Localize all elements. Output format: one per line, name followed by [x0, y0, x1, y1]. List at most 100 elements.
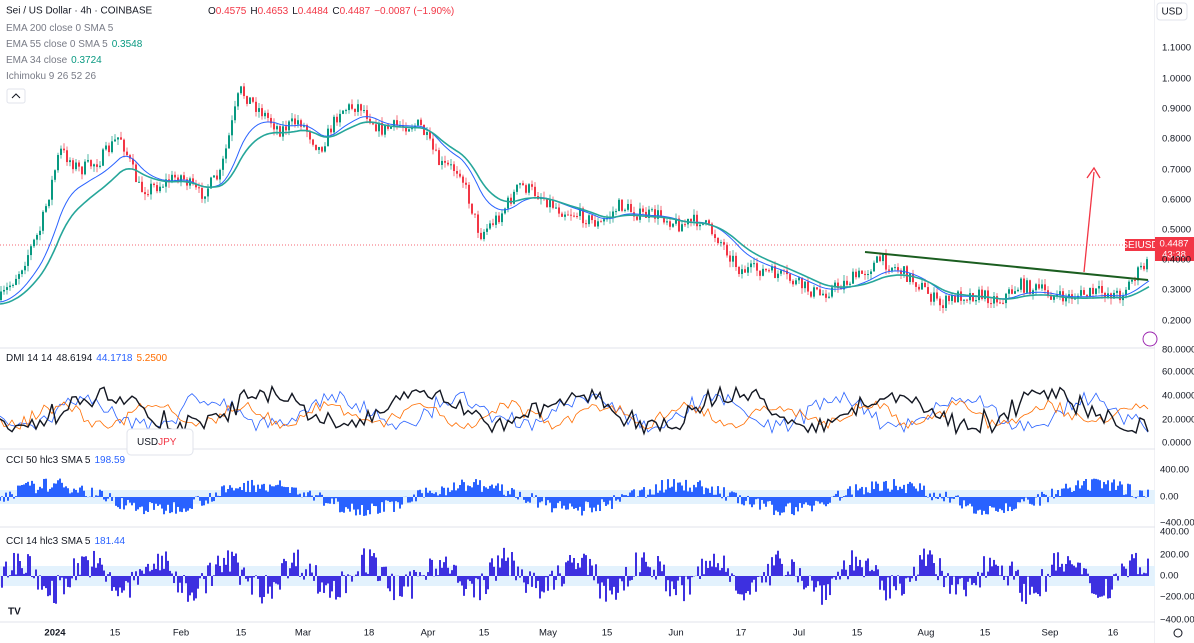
candle [279, 126, 281, 137]
candle [966, 299, 968, 301]
candle [693, 214, 695, 222]
event-icon[interactable] [1142, 331, 1158, 347]
candle [678, 218, 680, 232]
candle [306, 125, 308, 132]
candle [324, 146, 326, 152]
candle [738, 266, 740, 275]
candle [1083, 290, 1085, 295]
candle [33, 239, 35, 247]
currency-box[interactable] [1156, 2, 1188, 21]
candle [372, 123, 374, 125]
candle [819, 289, 821, 296]
candle [939, 298, 941, 306]
candle [453, 164, 455, 171]
indicator-value: 0.3724 [71, 55, 102, 66]
candle [600, 221, 602, 223]
candle [903, 266, 905, 274]
candle [873, 262, 875, 272]
settings-icon[interactable] [1173, 628, 1183, 638]
candle [456, 170, 458, 174]
candle [975, 300, 977, 302]
candle [516, 184, 518, 192]
candle [1137, 267, 1139, 281]
candle [1050, 296, 1052, 300]
candle [81, 166, 83, 175]
candle [801, 277, 803, 289]
candle [0, 291, 2, 300]
candle [417, 119, 419, 126]
candle [201, 188, 203, 199]
candle [351, 104, 353, 109]
candle [981, 289, 983, 299]
price-tag-price: 0.4487 [1159, 239, 1188, 250]
candle [138, 181, 140, 183]
collapse-button[interactable] [6, 88, 26, 104]
candle [789, 274, 791, 281]
candle [45, 206, 47, 212]
candle [1131, 279, 1133, 282]
candle [276, 126, 278, 130]
candle [282, 126, 284, 137]
candle [447, 162, 449, 165]
candle [996, 296, 998, 303]
candle [669, 221, 671, 227]
candle [1017, 289, 1019, 292]
candle [429, 132, 431, 139]
candle [321, 147, 323, 152]
candle [690, 218, 692, 222]
candle [1065, 297, 1067, 302]
candle [87, 160, 89, 162]
candle [1044, 284, 1046, 291]
candle [468, 184, 470, 204]
candle [888, 269, 890, 271]
candle [474, 213, 476, 215]
candle [117, 137, 119, 140]
dmi-tick: 40.0000 [1162, 391, 1194, 402]
candle [723, 242, 725, 245]
candle [1101, 285, 1103, 293]
candle [906, 266, 908, 282]
ohlc-change: −0.0087 (−1.90%) [374, 6, 454, 17]
candle [342, 110, 344, 114]
indicator-legend: EMA 34 close 0.3724 [6, 55, 102, 66]
candle [294, 118, 296, 125]
candle [66, 150, 68, 163]
ema-55 [0, 121, 1150, 305]
currency[interactable]: USD [1161, 7, 1182, 18]
candle [234, 106, 236, 121]
candle [660, 210, 662, 218]
candle [885, 254, 887, 270]
candle [999, 302, 1001, 304]
candle [330, 128, 332, 133]
candle [231, 120, 233, 136]
candle [852, 271, 854, 284]
indicator-legend: EMA 200 close 0 SMA 5 [6, 23, 114, 34]
candle [375, 124, 377, 132]
time-tick: May [539, 628, 557, 639]
candle [1026, 280, 1028, 293]
candle [69, 160, 71, 163]
candle [795, 280, 797, 285]
cci50-tick: 400.00 [1160, 465, 1189, 476]
ohlc-high_label: H [250, 6, 257, 17]
tooltip [126, 428, 194, 456]
indicator-name: Ichimoku 9 26 52 26 [6, 71, 96, 82]
candle [207, 188, 209, 197]
candle [273, 123, 275, 130]
candle [120, 137, 122, 140]
candle [480, 232, 482, 240]
candle [36, 234, 38, 240]
candle [432, 138, 434, 150]
candle [300, 120, 302, 127]
candle [774, 266, 776, 278]
symbol-tag-text: SEIUSD [1121, 240, 1158, 251]
indicator-name: EMA 200 close 0 SMA 5 [6, 23, 114, 34]
candle [39, 230, 41, 235]
candle [675, 218, 677, 224]
candle [927, 287, 929, 294]
candle [291, 118, 293, 122]
candle [849, 283, 851, 285]
candle [1035, 284, 1037, 291]
